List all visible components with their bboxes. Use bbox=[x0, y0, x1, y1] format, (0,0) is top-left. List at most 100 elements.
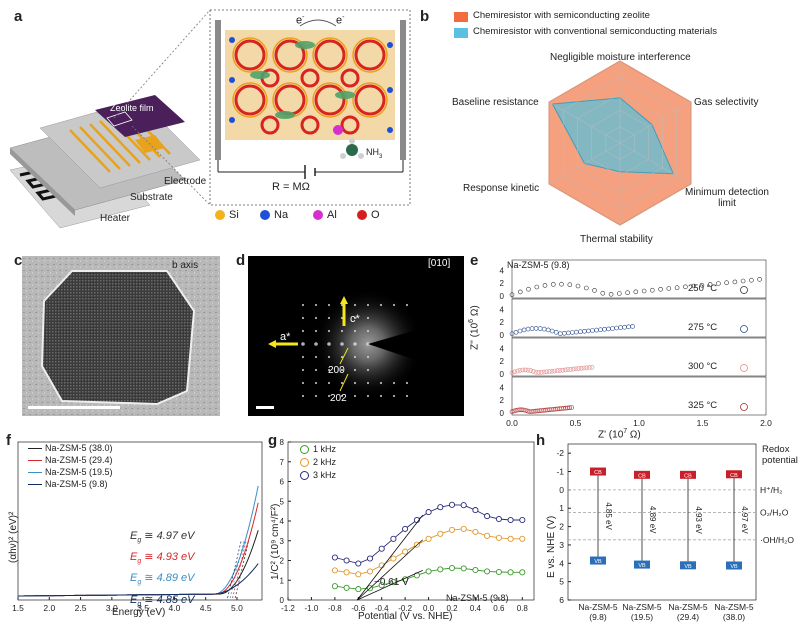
impedance-point bbox=[699, 282, 705, 288]
conduction-band-label: CB bbox=[684, 473, 692, 479]
ms-point bbox=[390, 555, 397, 562]
impedance-ytick: 4 bbox=[500, 266, 505, 275]
conduction-band-label: CB bbox=[638, 473, 646, 479]
impedance-point bbox=[557, 368, 563, 373]
ms-point bbox=[343, 569, 350, 576]
tauc-xtick: 3.0 bbox=[106, 603, 118, 613]
valence-band-box bbox=[680, 561, 696, 570]
impedance-ytick: 0 bbox=[500, 409, 505, 418]
impedance-point bbox=[707, 282, 713, 287]
radar-axis-baseline: Baseline resistance bbox=[452, 97, 539, 108]
zeolite-crystal bbox=[40, 270, 196, 406]
impedance-point bbox=[513, 330, 519, 335]
impedance-point bbox=[526, 286, 531, 292]
radar-spoke bbox=[548, 101, 621, 144]
ms-xtick: -0.6 bbox=[351, 604, 365, 613]
ms-fit-line bbox=[356, 539, 423, 601]
ms-point bbox=[507, 569, 514, 576]
impedance-point bbox=[683, 284, 688, 290]
redox-label: ·OH/H₂O bbox=[760, 535, 794, 545]
conduction-band-label: CB bbox=[730, 473, 738, 479]
sample-ratio: (19.5) bbox=[631, 612, 653, 622]
ms-xtick: 0.4 bbox=[470, 604, 482, 613]
impedance-ytick: 2 bbox=[500, 396, 505, 405]
band-diagram: -2 -1 0 1 2 3 4 5 6 H⁺/H₂ O₂/H₂O ·OH/H₂O CB VB 4.85 eV… bbox=[556, 443, 794, 622]
impedance-subpanel bbox=[511, 376, 767, 416]
electrode-label: Electrode bbox=[164, 176, 207, 187]
impedance-point bbox=[590, 328, 595, 333]
bandgap-label: Eg ≅ 4.89 eV bbox=[130, 572, 195, 587]
bandgap-label: Eg ≅ 4.97 eV bbox=[130, 530, 195, 545]
ms-point bbox=[402, 525, 409, 532]
ms-point bbox=[448, 526, 456, 533]
diffraction-spot bbox=[301, 303, 305, 307]
valence-band-box bbox=[590, 556, 606, 565]
band-gap-value: 4.93 eV bbox=[694, 506, 703, 534]
impedance-point bbox=[575, 283, 581, 289]
band-ytick: -1 bbox=[556, 467, 564, 477]
tauc-xtick: 4.5 bbox=[200, 603, 212, 613]
o-atom-icon bbox=[357, 210, 367, 220]
ms-point bbox=[495, 515, 502, 523]
diffraction-spot bbox=[301, 368, 305, 372]
diffraction-spot bbox=[405, 303, 409, 307]
panel-letter-e: e bbox=[470, 252, 479, 269]
diffraction-spot bbox=[353, 303, 357, 307]
substrate-label: Substrate bbox=[130, 192, 173, 203]
ms-point bbox=[472, 566, 479, 574]
ms-point bbox=[437, 566, 444, 573]
tauc-xtick: 2.5 bbox=[75, 603, 87, 613]
ms-point bbox=[484, 513, 491, 520]
impedance-point bbox=[666, 286, 672, 291]
impedance-ytick: 2 bbox=[500, 279, 505, 288]
radar-grid bbox=[548, 60, 692, 226]
impedance-ytick: 0 bbox=[500, 292, 505, 301]
valence-band-label: VB bbox=[730, 564, 738, 570]
ms-point bbox=[331, 567, 338, 574]
spot-200-label: 200 bbox=[328, 365, 345, 376]
electron-label-1: e- bbox=[296, 14, 305, 27]
na-atom-icon bbox=[260, 210, 270, 220]
impedance-point bbox=[578, 329, 583, 334]
ms-point bbox=[507, 535, 514, 542]
electron-arrow-1 bbox=[299, 19, 337, 27]
ms-curve bbox=[334, 528, 523, 575]
impedance-point bbox=[565, 367, 571, 372]
impedance-point bbox=[512, 369, 518, 375]
tauc-xtick: 1.5 bbox=[12, 603, 24, 613]
impedance-point bbox=[582, 329, 587, 334]
diffraction-spot bbox=[379, 394, 383, 398]
impedance-point bbox=[541, 369, 547, 375]
ms-xtick: 0.2 bbox=[446, 604, 458, 613]
redox-label: H⁺/H₂ bbox=[760, 485, 782, 495]
impedance-chart: 0 2 4 0 2 4 0 2 4 0 2 4 0.0 0.5 1.0 1.5 2.0 bbox=[500, 259, 772, 428]
mott-schottky-xlabel: Potential (V vs. NHE) bbox=[358, 611, 453, 622]
diffraction-spot bbox=[379, 303, 383, 307]
impedance-point bbox=[523, 408, 529, 413]
ms-legend-item: 3 kHz bbox=[300, 469, 336, 482]
ms-point bbox=[425, 535, 432, 542]
zeolite-film-label: Zeolite film bbox=[110, 103, 154, 113]
ms-point bbox=[495, 534, 502, 541]
diffraction-spot bbox=[327, 342, 331, 346]
diffraction-spot bbox=[314, 368, 318, 372]
impedance-point bbox=[560, 367, 565, 373]
tauc-frame bbox=[17, 441, 263, 601]
impedance-point bbox=[534, 284, 540, 290]
band-gap-value: 4.89 eV bbox=[648, 506, 657, 534]
temp-label-275: 275 °C bbox=[688, 322, 718, 333]
band-gap-value: 4.97 eV bbox=[740, 506, 749, 534]
ms-ytick: 2 bbox=[280, 557, 285, 566]
diffraction-spot bbox=[353, 394, 357, 398]
impedance-point bbox=[606, 326, 611, 332]
band-gap-value: 4.85 eV bbox=[604, 502, 613, 530]
diffraction-spot bbox=[392, 381, 396, 385]
ms-xtick: -0.4 bbox=[375, 604, 389, 613]
band-frame bbox=[567, 443, 757, 601]
ms-point bbox=[484, 568, 491, 575]
panel-letter-a: a bbox=[14, 8, 23, 25]
al-atom-icon bbox=[313, 210, 323, 220]
impedance-point bbox=[608, 291, 614, 297]
impedance-point bbox=[517, 368, 523, 373]
diffraction-spot bbox=[327, 381, 331, 385]
